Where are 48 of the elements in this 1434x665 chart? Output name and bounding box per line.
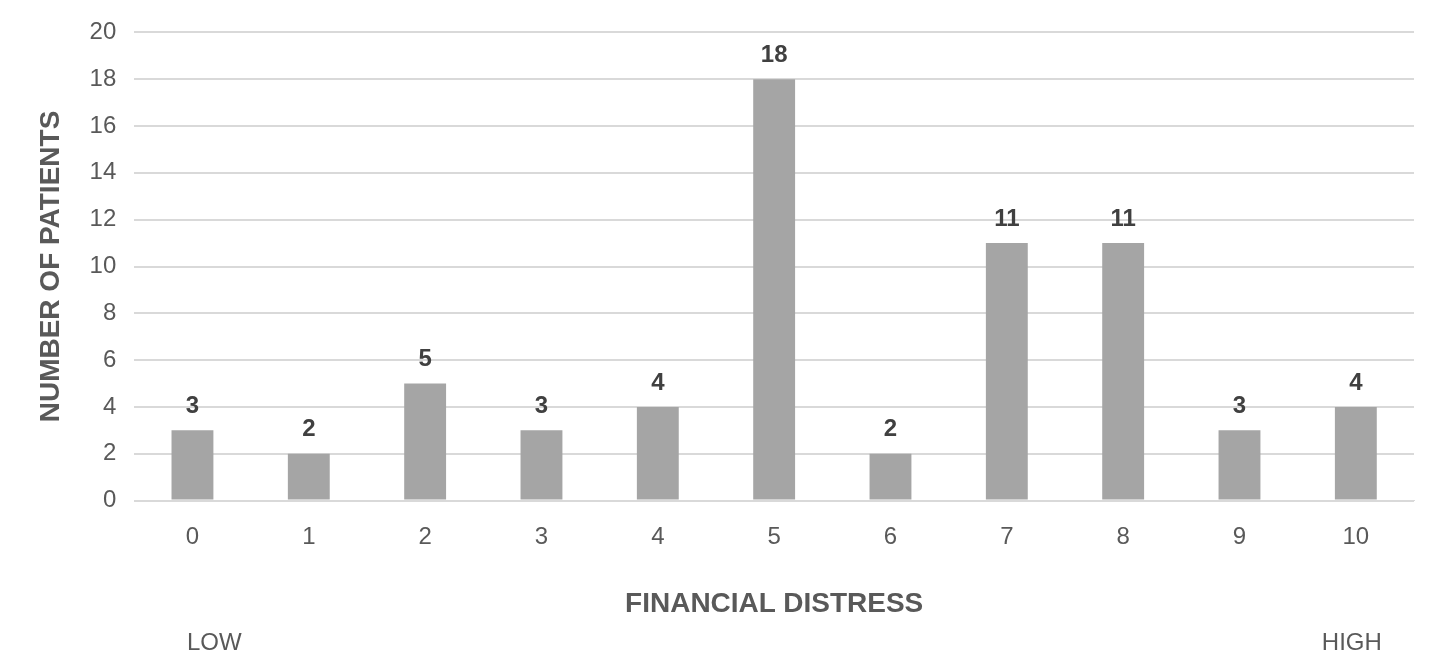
data-label: 3 [1232,390,1247,418]
bar [404,383,447,500]
x-axis-title: FINANCIAL DISTRESS [625,586,924,618]
y-tick-label: 18 [89,63,117,91]
x-tick-label: 7 [1000,521,1014,549]
bar [869,453,912,500]
x-tick-label: 3 [534,521,549,549]
bar [1334,406,1377,500]
y-tick-label: 0 [102,485,117,513]
x-tick-label: 1 [302,521,316,549]
y-tick-label: 4 [102,391,117,419]
data-label: 2 [302,414,316,442]
data-label: 11 [994,203,1020,231]
y-tick-label: 10 [89,251,117,279]
data-label: 11 [1110,203,1136,231]
data-label: 18 [760,39,788,67]
bar [520,430,563,500]
x-tick-label: 5 [767,521,781,549]
x-tick-label: 9 [1232,521,1247,549]
x-tick-label: 2 [418,521,432,549]
y-tick-label: 8 [102,297,117,325]
x-tick-label: 8 [1116,521,1130,549]
data-label: 4 [1349,367,1364,395]
bar [636,406,679,500]
y-tick-label: 6 [102,344,117,372]
data-label: 2 [883,414,898,442]
y-tick-label: 12 [89,204,117,232]
y-tick-label: 14 [89,157,117,185]
data-label: 3 [185,390,200,418]
x-tick-label: 10 [1342,521,1370,549]
bar [171,430,214,500]
bar [287,453,330,500]
y-tick-label: 16 [89,110,117,138]
bar [1218,430,1261,500]
data-label: 4 [651,367,666,395]
y-tick-label: 2 [102,438,117,466]
bar [1102,243,1145,500]
data-label: 3 [534,390,549,418]
bar [985,243,1028,500]
data-label: 5 [418,344,432,372]
x-tick-label: 6 [883,521,898,549]
x-tick-label: 0 [185,521,200,549]
text: HIGH [1321,628,1382,656]
text: LOW [186,628,242,656]
x-tick-label: 4 [651,521,665,549]
y-tick-label: 20 [89,17,117,45]
y-axis-title: NUMBER OF PATIENTS [33,110,65,423]
bar [753,79,796,500]
